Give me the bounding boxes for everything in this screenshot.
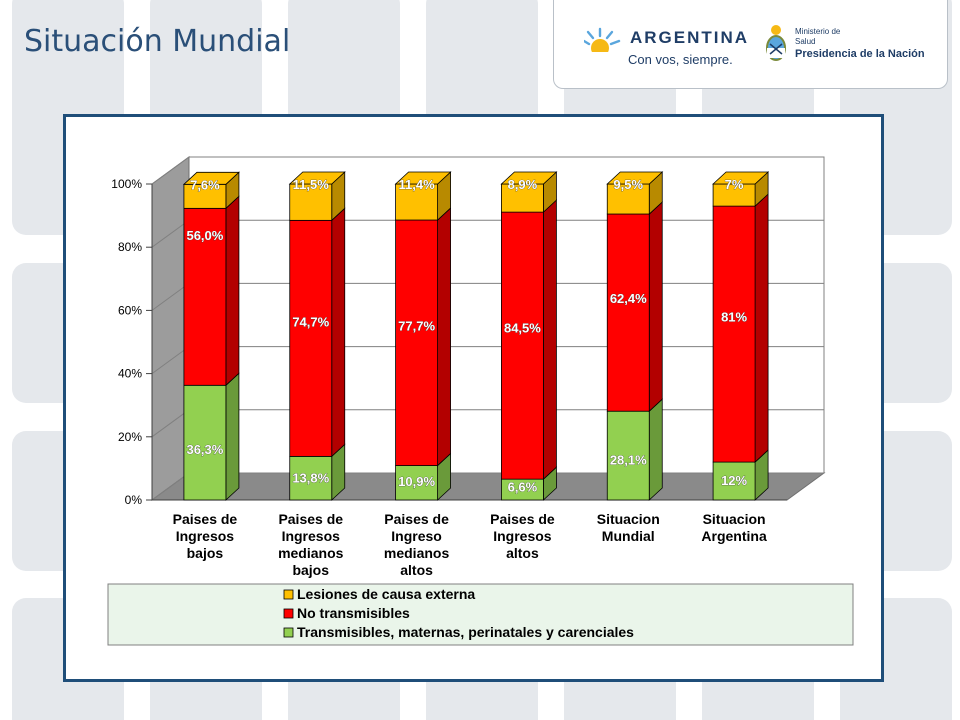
x-tick-label: bajos [292, 562, 329, 578]
bar-segment [289, 455, 333, 501]
x-tick-label: medianos [384, 545, 450, 561]
x-tick-label: Ingreso [391, 528, 442, 544]
data-label: 12% [721, 473, 747, 488]
x-tick-label: bajos [187, 545, 224, 561]
y-tick-label: 40% [118, 367, 142, 381]
x-tick-label: Argentina [701, 528, 767, 544]
legend-swatch [283, 627, 294, 638]
x-tick-label: Paises de [173, 511, 238, 527]
bar-segment-top [182, 171, 240, 185]
legend-swatch [283, 608, 294, 619]
data-label: 74,7% [292, 315, 329, 330]
x-tick-label: Paises de [384, 511, 449, 527]
ministry-line-2: Salud [795, 37, 816, 46]
bar-segment [183, 384, 227, 501]
bar-segment [606, 410, 650, 501]
data-label: 10,9% [398, 474, 435, 489]
chart-side-wall [151, 156, 190, 501]
data-label: 62,4% [610, 291, 647, 306]
x-tick-label: altos [400, 562, 433, 578]
x-tick-label: Ingresos [493, 528, 552, 544]
data-label: 13,8% [292, 471, 329, 486]
data-label: 28,1% [610, 452, 647, 467]
x-tick-label: altos [506, 545, 539, 561]
data-label: 77,7% [398, 319, 435, 334]
bar-segment-top [394, 171, 452, 185]
x-tick-label: Mundial [602, 528, 655, 544]
ministry-text: Ministerio de Salud Presidencia de la Na… [795, 27, 925, 61]
gridline [151, 156, 824, 185]
x-tick-label: Paises de [278, 511, 343, 527]
bar-segment-side [754, 193, 769, 463]
bar-segment [183, 183, 227, 209]
page-title: Situación Mundial [24, 24, 291, 59]
bar-segment [712, 205, 756, 463]
bar-stack [288, 171, 346, 501]
data-label: 8,9% [508, 177, 538, 192]
data-label: 81% [721, 309, 747, 324]
y-tick-label: 80% [118, 240, 142, 254]
x-tick-label: Situacion [703, 511, 766, 527]
bar-stack [606, 171, 664, 501]
bar-segment [395, 183, 438, 221]
bar-segment-side [543, 199, 557, 481]
x-tick-label: Ingresos [282, 528, 341, 544]
data-label: 11,5% [293, 177, 330, 192]
y-tick-label: 100% [111, 177, 142, 191]
bar-segment-side [331, 207, 346, 458]
bar-segment-top [500, 171, 558, 185]
data-label: 7% [725, 177, 744, 192]
x-tick-label: Situacion [597, 511, 660, 527]
bar-stack [712, 171, 770, 501]
legend-label: Lesiones de causa externa [297, 586, 475, 602]
sun-logo-icon [584, 27, 624, 62]
bar-segment-top [712, 171, 770, 185]
bar-segment-side [437, 207, 451, 467]
legend-box [107, 583, 854, 646]
legend-label: Transmisibles, maternas, perinatales y c… [297, 624, 634, 640]
brand-slogan: Con vos, siempre. [628, 52, 733, 67]
bar-segment [289, 183, 333, 221]
bar-stack [500, 171, 558, 501]
y-tick-label: 20% [118, 430, 142, 444]
data-label: 7,6% [190, 177, 220, 192]
data-label: 6,6% [508, 480, 538, 495]
ministry-line-1: Ministerio de [795, 27, 841, 36]
bar-stack [182, 171, 240, 501]
bar-segment [501, 211, 544, 480]
x-tick-label: Paises de [490, 511, 555, 527]
legend-swatch [283, 589, 294, 600]
bar-segment-side [225, 372, 240, 501]
bar-segment-top [288, 171, 346, 185]
bar-segment [606, 183, 650, 215]
data-label: 11,4% [399, 177, 436, 192]
bar-segment-side [648, 398, 663, 501]
bar-segment-side [225, 195, 240, 387]
data-label: 84,5% [504, 320, 541, 335]
logo-banner: ARGENTINA Con vos, siempre. Ministerio d… [553, 0, 948, 89]
bar-segment [501, 183, 544, 213]
data-label: 9,5% [613, 177, 643, 192]
data-label: 56,0% [186, 228, 223, 243]
bar-segment-side [648, 201, 663, 413]
ministry-line-3: Presidencia de la Nación [795, 48, 925, 60]
x-tick-label: medianos [278, 545, 344, 561]
y-tick-label: 0% [125, 493, 143, 507]
legend-label: No transmisibles [297, 605, 410, 621]
data-label: 36,3% [186, 442, 223, 457]
bar-segment [606, 213, 650, 412]
x-tick-label: Ingresos [176, 528, 235, 544]
bar-segment [183, 207, 227, 386]
stacked-bar-chart: 0% 20% 40% 60% 80% 100% 36,3% 56,0% 7,6% Paises d… [107, 156, 854, 646]
y-tick-label: 60% [118, 303, 142, 317]
chart-frame: 0% 20% 40% 60% 80% 100% 36,3% 56,0% 7,6% Paises d… [63, 114, 884, 682]
national-emblem-icon [766, 25, 786, 61]
bar-segment [395, 219, 438, 466]
brand-wordmark: ARGENTINA [630, 28, 750, 47]
bar-segment-top [606, 171, 664, 185]
bar-stack [394, 171, 452, 501]
bar-segment [289, 219, 333, 457]
legend: Lesiones de causa externa No transmisible… [107, 583, 854, 646]
